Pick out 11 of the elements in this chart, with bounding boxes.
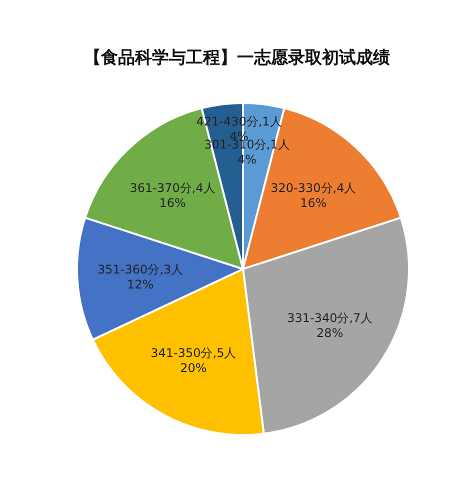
data-label: 16% [159,196,186,210]
data-label: 28% [316,326,344,340]
slice-label: 331-340分,7人 [287,311,373,326]
data-label: 16% [300,196,327,210]
data-label: 12% [126,277,154,292]
slice-label: 361-370分,4人 [130,180,216,195]
slice-label: 341-350分,5人 [150,346,236,360]
slice-label: 351-360分,3人 [97,262,184,276]
data-label: 20% [180,361,207,376]
chart-title: 【食品科学与工程】一志愿录取初试成绩 [83,47,391,70]
slice-label: 320-330分,4人 [270,180,356,195]
